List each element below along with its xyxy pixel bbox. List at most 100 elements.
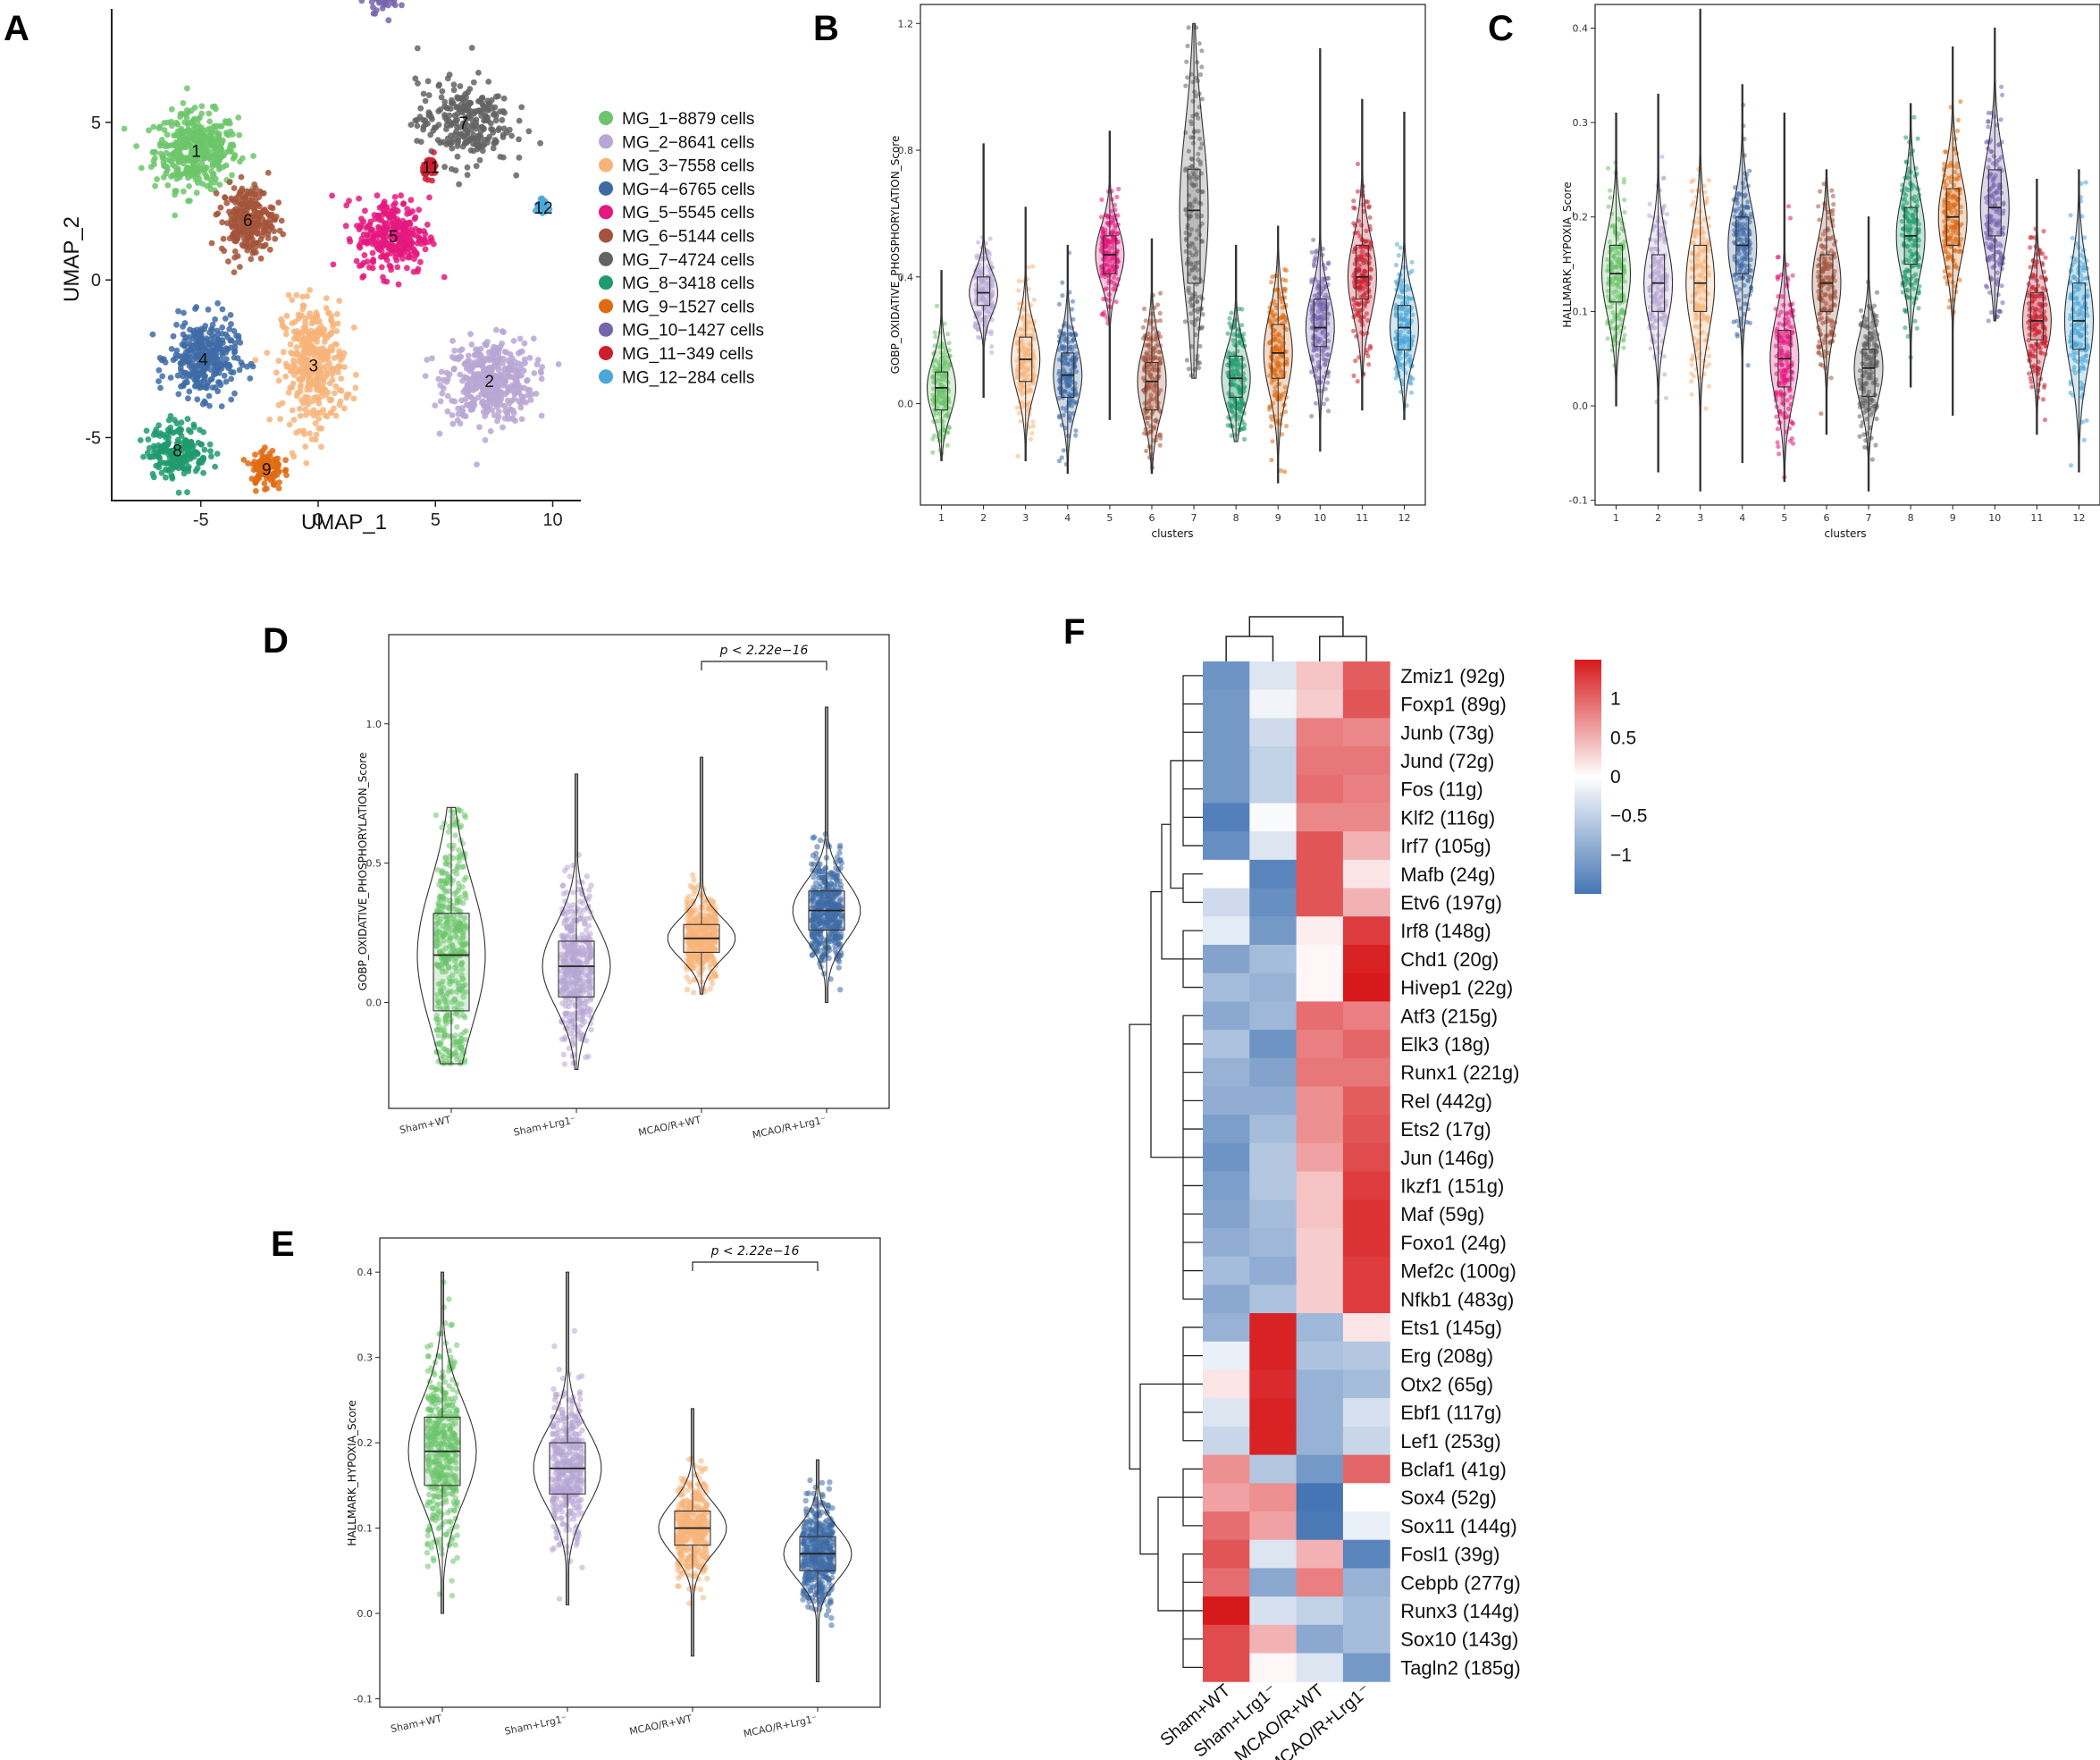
umap-point [157, 448, 164, 454]
jitter-point [1015, 453, 1021, 459]
umap-point [223, 199, 231, 206]
umap-point [417, 258, 424, 265]
umap-point [323, 305, 330, 311]
x-tick-label: 1 [938, 512, 945, 524]
umap-point [302, 412, 309, 418]
umap-point [424, 78, 432, 85]
jitter-point [1268, 424, 1274, 429]
umap-point [362, 207, 368, 215]
x-tick-label: 2 [980, 512, 987, 524]
jitter-point [1394, 241, 1399, 247]
umap-point [285, 291, 292, 299]
umap-point [318, 443, 324, 451]
umap-point [275, 199, 282, 206]
umap-point [266, 246, 273, 253]
umap-point [504, 373, 511, 380]
umap-point [468, 405, 475, 412]
umap-point [300, 335, 307, 342]
umap-point [152, 182, 159, 189]
umap-point [486, 101, 493, 107]
umap-point [438, 368, 445, 375]
umap-point [190, 116, 197, 123]
umap-point [206, 110, 213, 117]
umap-point [364, 258, 371, 265]
umap-point [329, 371, 336, 378]
umap-point [515, 382, 522, 388]
jitter-point [1242, 436, 1247, 442]
umap-point [160, 159, 167, 166]
umap-point [495, 93, 501, 99]
umap-point [404, 265, 410, 272]
umap-point [194, 156, 201, 164]
panel-letter-c: C [1488, 9, 1514, 48]
jitter-point [1182, 319, 1188, 324]
umap-point [228, 375, 235, 383]
umap-point [467, 375, 475, 383]
umap-point [225, 131, 232, 139]
umap-point [235, 198, 241, 206]
oxphos-cluster-violin-panel: 0.00.40.81.21 2 3 4 5 6 7 8 9 10 11 12 clusters GOB… [889, 4, 1426, 540]
box-iqr [1271, 324, 1285, 379]
umap-point [335, 363, 342, 369]
jitter-point [1269, 280, 1274, 285]
umap-point [496, 357, 503, 363]
umap-point [164, 441, 172, 448]
umap-point [194, 396, 201, 403]
umap-point [374, 212, 382, 219]
umap-point [173, 420, 181, 427]
umap-point [307, 287, 314, 293]
umap-point [334, 320, 341, 327]
legend-swatch [599, 134, 613, 149]
umap-point [157, 140, 164, 147]
umap-point [378, 264, 385, 271]
jitter-point [1018, 418, 1023, 424]
umap-point [174, 147, 181, 155]
umap-point [379, 227, 386, 234]
umap-point [500, 329, 507, 335]
jitter-point [1365, 353, 1371, 358]
umap-point [326, 359, 332, 366]
umap-point [480, 102, 486, 109]
jitter-point [1398, 245, 1403, 250]
umap-point [172, 188, 180, 195]
umap-point [485, 368, 491, 375]
umap-point [180, 323, 187, 330]
umap-point [175, 391, 182, 398]
umap-point [261, 219, 268, 225]
jitter-point [1199, 324, 1205, 330]
umap-point [467, 386, 474, 393]
umap-point [185, 426, 192, 434]
umap-point [192, 306, 198, 312]
umap-point [428, 237, 435, 243]
umap-point [217, 122, 223, 130]
umap-point [444, 392, 451, 400]
umap-point [286, 421, 293, 428]
umap-point [407, 237, 414, 243]
umap-point [494, 417, 500, 425]
umap-point [186, 183, 193, 189]
umap-point [302, 406, 309, 413]
umap-point [272, 235, 279, 242]
umap-point [555, 361, 562, 367]
jitter-point [1312, 264, 1317, 269]
umap-point [183, 128, 190, 135]
umap-point [504, 410, 511, 417]
umap-point [248, 234, 255, 240]
umap-point [213, 105, 219, 113]
umap-point [438, 94, 445, 101]
umap-point [214, 451, 221, 457]
umap-point [328, 316, 334, 323]
umap-point [180, 157, 186, 164]
jitter-point [1367, 343, 1373, 349]
umap-point [200, 429, 207, 435]
umap-point [478, 128, 484, 135]
umap-point [208, 453, 214, 460]
jitter-point [1313, 400, 1318, 406]
jitter-point [1030, 419, 1036, 425]
umap-point [521, 340, 528, 347]
umap-point [167, 375, 174, 381]
umap-point [290, 357, 297, 364]
umap-point [184, 85, 190, 92]
umap-point [499, 340, 505, 347]
umap-point [516, 136, 522, 143]
